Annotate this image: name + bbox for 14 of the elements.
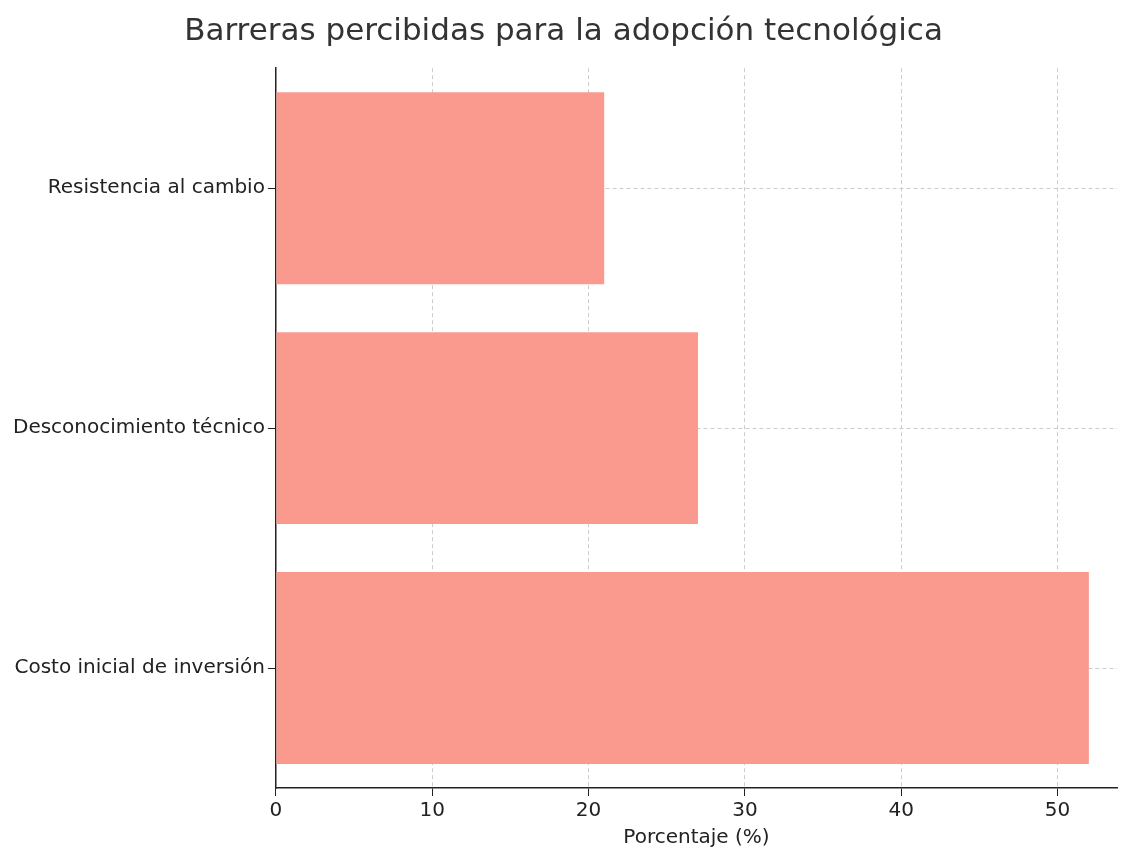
y-tick-label: Costo inicial de inversión: [14, 654, 265, 679]
x-axis-title: Porcentaje (%): [623, 824, 770, 849]
y-tick-label: Desconocimiento técnico: [12, 414, 265, 439]
bar: [276, 332, 699, 525]
bar: [276, 572, 1089, 765]
x-tick-label: 0: [269, 797, 283, 822]
x-tick-label: 10: [419, 797, 445, 822]
y-tick-label: Resistencia al cambio: [47, 174, 265, 199]
bar: [276, 92, 605, 285]
x-tick-label: 40: [888, 797, 914, 822]
x-tick-label: 50: [1044, 797, 1071, 822]
x-tick-label: 20: [575, 797, 602, 822]
chart-title: Barreras percibidas para la adopción tecnológica: [184, 10, 943, 47]
x-tick-label: 30: [732, 797, 758, 822]
